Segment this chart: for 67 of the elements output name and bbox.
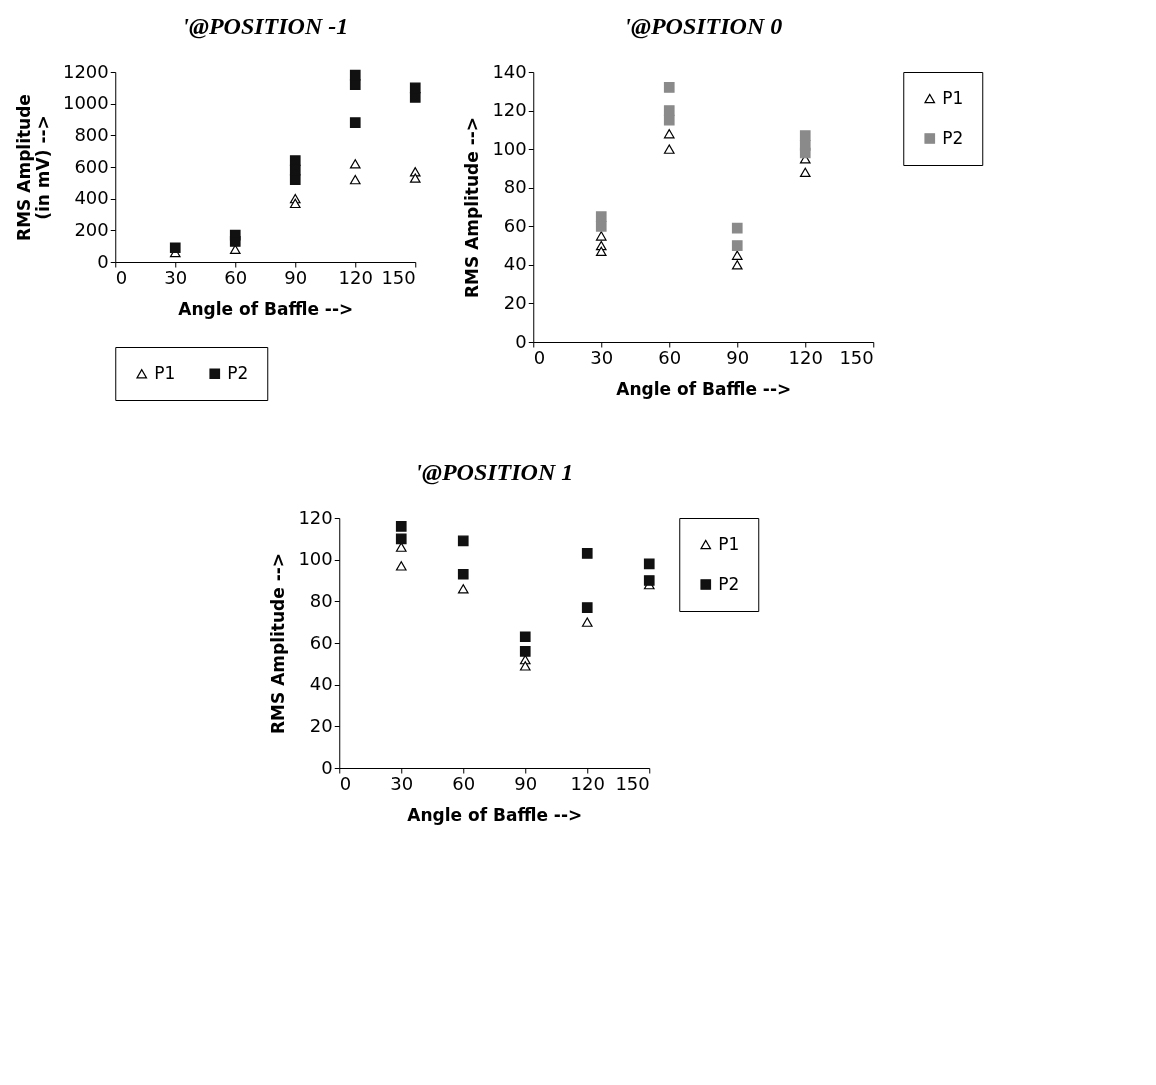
point (229, 236, 241, 247)
y-tick-label: 0 (321, 756, 333, 778)
x-tick-label: 60 (224, 266, 248, 288)
chart-title: '@POSITION 1 (415, 459, 574, 485)
point (289, 198, 301, 209)
y-tick-label: 1000 (62, 92, 109, 114)
y-tick-label: 0 (515, 330, 527, 352)
x-axis-title: Angle of Baffle --> (178, 298, 354, 319)
point (349, 79, 361, 91)
x-tick-label: 90 (284, 266, 308, 288)
y-tick-label: 60 (503, 214, 527, 236)
y-tick-label: 100 (492, 137, 527, 159)
chart-title: '@POSITION -1 (182, 13, 349, 39)
y-tick-label: 20 (503, 291, 527, 313)
point (349, 159, 361, 169)
y-axis-title: RMS Amplitude --> (462, 116, 483, 299)
x-tick-label: 0 (339, 772, 352, 794)
point (409, 82, 421, 94)
point (349, 174, 361, 185)
x-tick-label: 30 (590, 346, 614, 368)
y-tick-label: 200 (74, 218, 109, 240)
x-tick-label: 150 (615, 772, 650, 794)
y-tick-label: 120 (298, 506, 333, 528)
y-tick-label: 800 (74, 123, 109, 145)
point (169, 242, 181, 254)
y-axis-title: RMS Amplitude (in mV) --> (13, 94, 53, 241)
legend-label: P1 (718, 533, 740, 554)
legend-label: P2 (942, 127, 964, 148)
x-axis-title: Angle of Baffle --> (407, 804, 583, 825)
x-tick-label: 90 (514, 772, 538, 794)
point (409, 91, 421, 103)
x-tick-label: 30 (390, 772, 414, 794)
point (289, 174, 301, 186)
y-tick-label: 100 (298, 548, 333, 570)
point (349, 117, 361, 129)
x-tick-label: 90 (726, 346, 750, 368)
x-tick-label: 0 (115, 266, 128, 288)
y-tick-label: 120 (492, 99, 527, 121)
chart-title: '@POSITION 0 (624, 13, 783, 39)
x-tick-label: 150 (839, 346, 874, 368)
y-tick-label: 1200 (62, 60, 109, 82)
point (409, 173, 421, 183)
x-tick-label: 150 (381, 266, 416, 288)
x-tick-label: 60 (452, 772, 476, 794)
y-tick-label: 20 (309, 714, 333, 736)
x-tick-label: 30 (164, 266, 188, 288)
y-tick-label: 0 (97, 250, 109, 272)
x-tick-label: 0 (533, 346, 546, 368)
y-tick-label: 400 (74, 187, 109, 209)
y-tick-label: 140 (492, 60, 527, 82)
y-tick-label: 60 (309, 631, 333, 653)
x-tick-label: 120 (570, 772, 605, 794)
legend-label: P1 (942, 87, 964, 108)
x-tick-label: 120 (788, 346, 823, 368)
y-tick-label: 80 (503, 176, 527, 198)
y-tick-label: 40 (309, 673, 333, 695)
legend-label: P2 (718, 573, 740, 594)
y-axis-title: RMS Amplitude --> (268, 552, 289, 735)
y-tick-label: 600 (74, 155, 109, 177)
x-axis-title: Angle of Baffle --> (616, 378, 792, 399)
legend-label: P2 (227, 362, 249, 383)
x-tick-label: 60 (658, 346, 682, 368)
point (289, 155, 301, 167)
legend-label: P1 (154, 362, 176, 383)
x-tick-label: 120 (338, 266, 373, 288)
y-tick-label: 40 (503, 253, 527, 275)
y-tick-label: 80 (309, 589, 333, 611)
